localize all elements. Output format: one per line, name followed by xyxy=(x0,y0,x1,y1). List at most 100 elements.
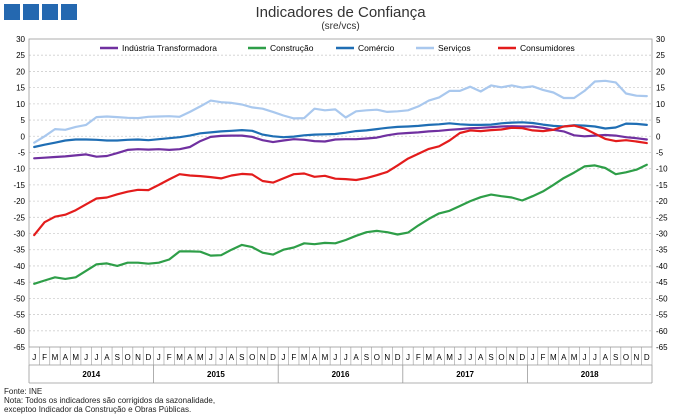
y-tick-label: -35 xyxy=(13,246,25,255)
y-axis-left: -65-60-55-50-45-40-35-30-25-20-15-10-505… xyxy=(13,35,25,352)
y-tick-label: -50 xyxy=(13,294,25,303)
source-label: Fonte: INE xyxy=(4,387,43,396)
legend-label: Consumidores xyxy=(520,43,575,53)
legend-label: Construção xyxy=(270,43,314,53)
x-tick-label: N xyxy=(634,353,640,362)
x-tick-label: D xyxy=(146,353,152,362)
x-tick-label: M xyxy=(197,353,204,362)
y-tick-label: -45 xyxy=(656,278,668,287)
x-tick-label: J xyxy=(281,353,285,362)
y-tick-label: 5 xyxy=(656,116,661,125)
x-tick-label: J xyxy=(333,353,337,362)
series-line xyxy=(33,124,648,237)
legend-label: Comércio xyxy=(358,43,395,53)
series-line xyxy=(33,121,648,149)
x-tick-label: M xyxy=(425,353,432,362)
y-tick-label: 25 xyxy=(16,51,25,60)
x-tick-label: M xyxy=(322,353,329,362)
y-tick-label: -20 xyxy=(13,197,25,206)
y-tick-label: -20 xyxy=(656,197,668,206)
x-tick-label: M xyxy=(571,353,578,362)
x-tick-label: F xyxy=(541,353,546,362)
y-tick-label: -60 xyxy=(656,327,668,336)
y-tick-label: -45 xyxy=(13,278,25,287)
x-tick-label: J xyxy=(583,353,587,362)
year-label: 2014 xyxy=(82,370,100,379)
series-lines xyxy=(33,79,648,285)
y-tick-label: -40 xyxy=(656,262,668,271)
y-tick-label: 0 xyxy=(21,132,26,141)
y-tick-label: 15 xyxy=(16,84,25,93)
y-tick-label: -55 xyxy=(13,311,25,320)
x-tick-label: O xyxy=(623,353,629,362)
y-tick-label: 20 xyxy=(16,67,25,76)
y-tick-label: -65 xyxy=(656,343,668,352)
y-tick-label: 30 xyxy=(16,35,25,44)
x-tick-label: S xyxy=(115,353,120,362)
x-tick-label: M xyxy=(446,353,453,362)
y-tick-label: -5 xyxy=(18,148,26,157)
year-label: 2015 xyxy=(207,370,225,379)
y-axis-right: -65-60-55-50-45-40-35-30-25-20-15-10-505… xyxy=(656,35,668,352)
x-tick-label: A xyxy=(312,353,318,362)
x-tick-label: A xyxy=(436,353,442,362)
x-tick-label: J xyxy=(593,353,597,362)
x-tick-label: A xyxy=(478,353,484,362)
chart-title: Indicadores de Confiança xyxy=(255,4,426,21)
x-tick-label: M xyxy=(52,353,59,362)
logo-square xyxy=(23,4,39,20)
x-tick-label: J xyxy=(84,353,88,362)
x-tick-label: M xyxy=(176,353,183,362)
series-line xyxy=(33,125,648,160)
x-tick-label: J xyxy=(531,353,535,362)
y-tick-label: 30 xyxy=(656,35,665,44)
y-tick-label: 25 xyxy=(656,51,665,60)
x-tick-label: D xyxy=(270,353,276,362)
x-tick-label: M xyxy=(72,353,79,362)
y-tick-label: -15 xyxy=(656,181,668,190)
y-tick-label: -15 xyxy=(13,181,25,190)
x-tick-label: A xyxy=(353,353,359,362)
x-tick-label: F xyxy=(167,353,172,362)
y-tick-label: 5 xyxy=(21,116,26,125)
year-label: 2018 xyxy=(581,370,599,379)
y-tick-label: -40 xyxy=(13,262,25,271)
ine-logo xyxy=(4,4,77,20)
note-line-2: exceptoo Indicador da Construção e Obras… xyxy=(4,405,192,414)
y-tick-label: -10 xyxy=(656,165,668,174)
x-tick-label: S xyxy=(613,353,618,362)
x-tick-label: A xyxy=(187,353,193,362)
x-tick-label: A xyxy=(561,353,567,362)
x-tick-label: S xyxy=(239,353,244,362)
x-tick-label: F xyxy=(291,353,296,362)
chart-subtitle: (sre/vcs) xyxy=(321,21,360,32)
x-tick-label: J xyxy=(219,353,223,362)
x-tick-label: F xyxy=(416,353,421,362)
x-tick-label: O xyxy=(374,353,380,362)
x-tick-label: J xyxy=(406,353,410,362)
y-tick-label: -35 xyxy=(656,246,668,255)
x-tick-label: J xyxy=(32,353,36,362)
x-tick-label: N xyxy=(384,353,390,362)
x-tick-label: S xyxy=(488,353,493,362)
x-tick-label: D xyxy=(519,353,525,362)
logo-square xyxy=(61,4,77,20)
logo-square xyxy=(4,4,20,20)
y-tick-label: -50 xyxy=(656,294,668,303)
source-notes: Fonte: INE Nota: Todos os indicadores sã… xyxy=(4,387,215,414)
y-tick-label: -10 xyxy=(13,165,25,174)
y-tick-label: -30 xyxy=(656,230,668,239)
x-tick-label: J xyxy=(94,353,98,362)
x-tick-label: D xyxy=(395,353,401,362)
legend-label: Serviços xyxy=(438,43,471,53)
x-tick-label: S xyxy=(364,353,369,362)
x-tick-label: M xyxy=(550,353,557,362)
x-tick-label: N xyxy=(260,353,266,362)
x-tick-label: O xyxy=(498,353,504,362)
x-tick-label: O xyxy=(125,353,131,362)
y-tick-label: 10 xyxy=(656,100,665,109)
x-tick-label: J xyxy=(344,353,348,362)
logo-square xyxy=(42,4,58,20)
